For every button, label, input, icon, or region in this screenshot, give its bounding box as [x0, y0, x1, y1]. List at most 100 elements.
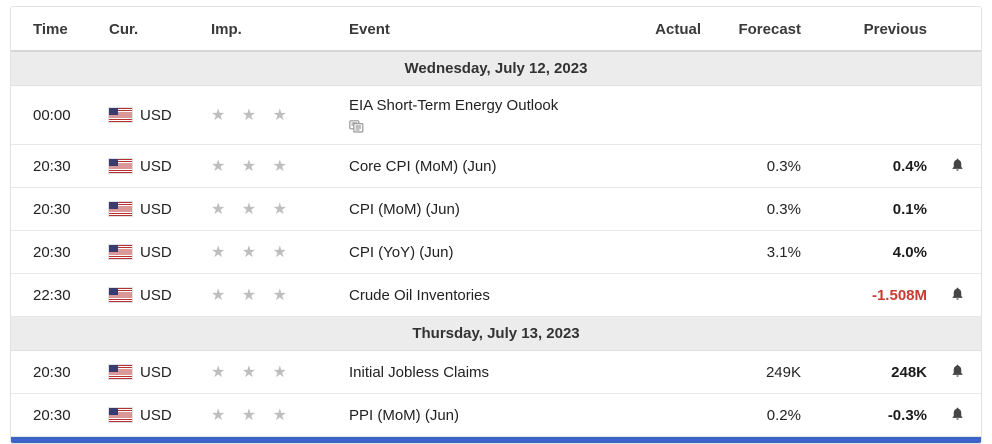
currency-label: USD: [140, 200, 172, 218]
importance-stars-icon: ★ ★ ★: [211, 158, 293, 175]
event-cell: PPI (MoM) (Jun): [341, 393, 631, 437]
importance-stars-icon: ★ ★ ★: [211, 201, 293, 218]
col-header-actual: Actual: [631, 7, 713, 52]
time-cell: 20:30: [11, 144, 101, 188]
event-name[interactable]: EIA Short-Term Energy Outlook: [349, 97, 559, 114]
importance-stars-icon: ★ ★ ★: [211, 364, 293, 381]
event-row[interactable]: 20:30 USD ★ ★ ★ CPI (MoM) (Jun) 0.3% 0.1…: [11, 187, 981, 231]
currency-cell: USD: [101, 350, 203, 394]
date-label: Thursday, July 13, 2023: [11, 316, 981, 351]
alert-bell-icon[interactable]: [950, 157, 965, 172]
importance-cell: ★ ★ ★: [203, 350, 341, 394]
time-cell: 00:00: [11, 85, 101, 145]
event-row[interactable]: 20:30 USD ★ ★ ★ Core CPI (MoM) (Jun) 0.3…: [11, 144, 981, 188]
alert-bell-icon[interactable]: [950, 363, 965, 378]
col-header-currency: Cur.: [101, 7, 203, 52]
us-flag-icon: [109, 287, 132, 302]
importance-stars-icon: ★ ★ ★: [211, 244, 293, 261]
previous-cell: 0.1%: [813, 187, 939, 231]
alert-cell: [939, 144, 981, 188]
importance-cell: ★ ★ ★: [203, 393, 341, 437]
us-flag-icon: [109, 407, 132, 422]
economic-calendar-table: Time Cur. Imp. Event Actual Forecast Pre…: [11, 7, 981, 437]
event-row[interactable]: 22:30 USD ★ ★ ★ Crude Oil Inventories -1…: [11, 273, 981, 317]
event-row[interactable]: 20:30 USD ★ ★ ★ PPI (MoM) (Jun) 0.2% -0.…: [11, 393, 981, 437]
col-header-alert: [939, 7, 981, 52]
currency-label: USD: [140, 286, 172, 304]
alert-bell-icon[interactable]: [950, 286, 965, 301]
forecast-cell: [713, 273, 813, 317]
actual-cell: [631, 273, 713, 317]
header-row: Time Cur. Imp. Event Actual Forecast Pre…: [11, 7, 981, 52]
forecast-cell: 0.2%: [713, 393, 813, 437]
event-cell: CPI (MoM) (Jun): [341, 187, 631, 231]
date-separator-row: Wednesday, July 12, 2023: [11, 50, 981, 86]
previous-cell: 4.0%: [813, 230, 939, 274]
event-name[interactable]: Crude Oil Inventories: [349, 286, 490, 304]
time-cell: 20:30: [11, 230, 101, 274]
col-header-previous: Previous: [813, 7, 939, 52]
economic-calendar: Time Cur. Imp. Event Actual Forecast Pre…: [10, 6, 982, 444]
us-flag-icon: [109, 364, 132, 379]
event-row[interactable]: 00:00 USD ★ ★ ★ EIA Short-Term Energy Ou…: [11, 85, 981, 145]
time-cell: 20:30: [11, 187, 101, 231]
forecast-cell: 0.3%: [713, 187, 813, 231]
us-flag-icon: [109, 158, 132, 173]
time-cell: 22:30: [11, 273, 101, 317]
currency-cell: USD: [101, 273, 203, 317]
forecast-cell: 3.1%: [713, 230, 813, 274]
col-header-time: Time: [11, 7, 101, 52]
importance-stars-icon: ★ ★ ★: [211, 107, 293, 124]
currency-cell: USD: [101, 144, 203, 188]
actual-cell: [631, 393, 713, 437]
importance-cell: ★ ★ ★: [203, 230, 341, 274]
actual-cell: [631, 144, 713, 188]
actual-cell: [631, 230, 713, 274]
event-name[interactable]: Initial Jobless Claims: [349, 363, 490, 381]
us-flag-icon: [109, 201, 132, 216]
alert-cell: [939, 85, 981, 145]
event-cell: Initial Jobless Claims: [341, 350, 631, 394]
event-name[interactable]: CPI (MoM) (Jun): [349, 200, 460, 218]
col-header-event: Event: [341, 7, 631, 52]
importance-stars-icon: ★ ★ ★: [211, 287, 293, 304]
time-cell: 20:30: [11, 350, 101, 394]
currency-label: USD: [140, 243, 172, 261]
time-cell: 20:30: [11, 393, 101, 437]
currency-label: USD: [140, 406, 172, 424]
col-header-forecast: Forecast: [713, 7, 813, 52]
previous-cell: [813, 85, 939, 145]
report-icon[interactable]: [349, 120, 623, 133]
alert-cell: [939, 187, 981, 231]
currency-cell: USD: [101, 187, 203, 231]
event-cell: Crude Oil Inventories: [341, 273, 631, 317]
forecast-cell: 249K: [713, 350, 813, 394]
date-separator-row: Thursday, July 13, 2023: [11, 316, 981, 351]
alert-bell-icon[interactable]: [950, 406, 965, 421]
currency-cell: USD: [101, 393, 203, 437]
currency-label: USD: [140, 157, 172, 175]
event-cell: Core CPI (MoM) (Jun): [341, 144, 631, 188]
currency-cell: USD: [101, 85, 203, 145]
date-label: Wednesday, July 12, 2023: [11, 50, 981, 86]
importance-cell: ★ ★ ★: [203, 273, 341, 317]
currency-cell: USD: [101, 230, 203, 274]
previous-cell: 248K: [813, 350, 939, 394]
importance-cell: ★ ★ ★: [203, 85, 341, 145]
importance-cell: ★ ★ ★: [203, 187, 341, 231]
alert-cell: [939, 273, 981, 317]
actual-cell: [631, 350, 713, 394]
actual-cell: [631, 85, 713, 145]
us-flag-icon: [109, 107, 132, 122]
event-row[interactable]: 20:30 USD ★ ★ ★ Initial Jobless Claims 2…: [11, 350, 981, 394]
forecast-cell: 0.3%: [713, 144, 813, 188]
event-name[interactable]: Core CPI (MoM) (Jun): [349, 157, 497, 175]
importance-stars-icon: ★ ★ ★: [211, 407, 293, 424]
currency-label: USD: [140, 363, 172, 381]
event-row[interactable]: 20:30 USD ★ ★ ★ CPI (YoY) (Jun) 3.1% 4.0…: [11, 230, 981, 274]
bottom-accent-bar: [11, 437, 981, 443]
event-name[interactable]: PPI (MoM) (Jun): [349, 406, 460, 424]
alert-cell: [939, 230, 981, 274]
event-name[interactable]: CPI (YoY) (Jun): [349, 243, 454, 261]
col-header-importance: Imp.: [203, 7, 341, 52]
